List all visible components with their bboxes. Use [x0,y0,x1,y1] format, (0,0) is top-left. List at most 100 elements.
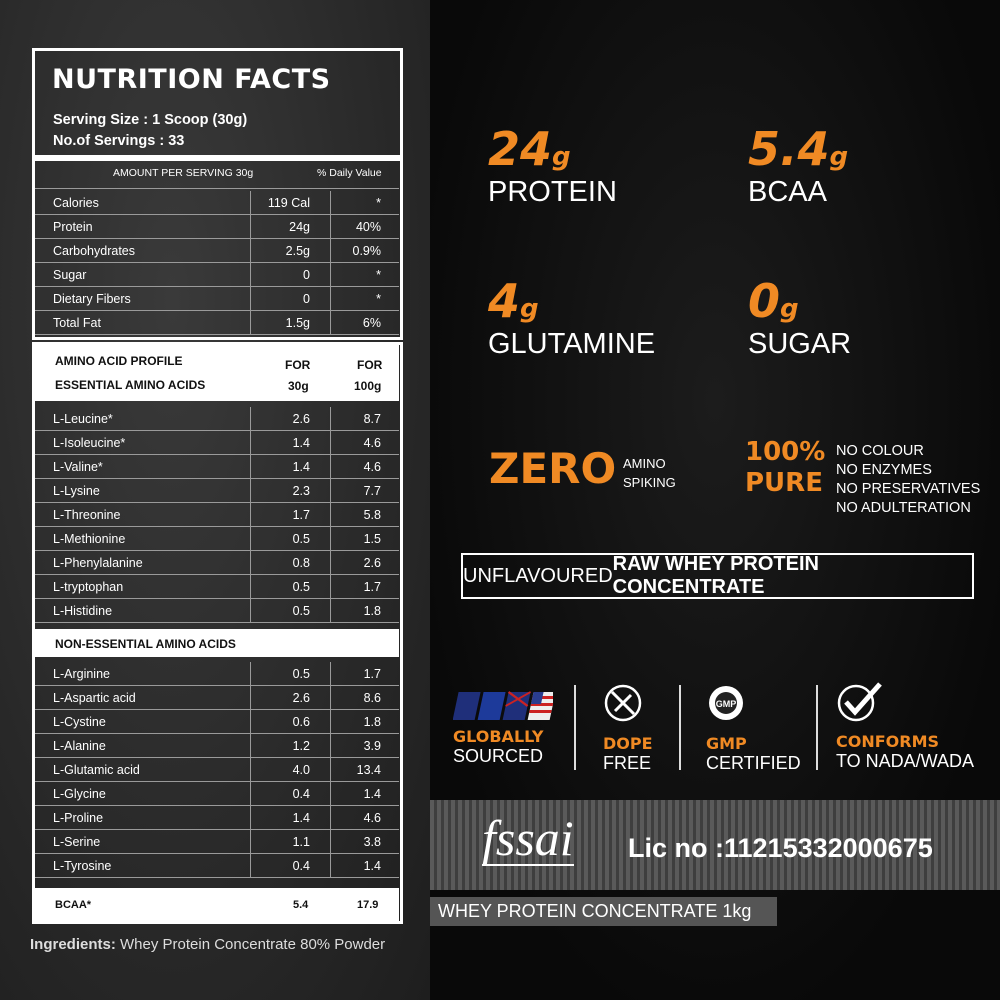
badge-gmp: GMP GMP CERTIFIED [706,683,801,774]
cell-b: 3.9 [330,734,399,757]
cell-name: Calories [53,195,99,210]
amino-row: L-Glycine 0.4 1.4 [35,782,399,806]
badge-subtitle: TO NADA/WADA [836,751,975,771]
cell-b: 1.4 [330,782,399,805]
cell-b: 4.6 [330,806,399,829]
check-circle-icon [837,682,882,722]
bcaa-30g: 5.4 [293,899,309,911]
amino-row: L-Arginine 0.5 1.7 [35,662,399,686]
amino-row: L-Valine* 1.4 4.6 [35,455,399,479]
pure-item: NO ADULTERATION [836,500,971,516]
pure-item: NO ENZYMES [836,462,932,478]
nutrition-header-box [32,48,403,158]
badge-globally-sourced: GLOBALLY SOURCED [452,690,556,767]
nutrition-row: Carbohydrates 2.5g 0.9% [35,239,399,263]
badge-subtitle: SOURCED [453,746,544,766]
amino-row: L-Glutamic acid 4.0 13.4 [35,758,399,782]
amino-row: L-Phenylalanine 0.8 2.6 [35,551,399,575]
nutrition-table [32,158,403,340]
divider [35,188,399,189]
cell-a: 0.5 [250,527,330,550]
bcaa-name: BCAA* [55,899,92,911]
cell-dv: 6% [330,311,399,334]
highlight-unit: g [829,142,849,172]
serving-size: Serving Size : 1 Scoop (30g) [53,112,248,128]
cell-b: 1.4 [330,854,399,877]
badge-title: DOPE [603,734,653,753]
badge-conforms: CONFORMS TO NADA/WADA [836,681,974,772]
highlight-protein: 24g PROTEIN [488,122,617,209]
cell-a: 0.5 [250,662,330,685]
highlight-value: 5.4 [748,122,830,176]
col2-unit: 100g [354,379,382,393]
cell-b: 1.7 [330,662,399,685]
product-banner: UNFLAVOURED RAW WHEY PROTEIN CONCENTRATE [461,553,974,599]
cell-a: 0.8 [250,551,330,574]
highlight-value: 24 [488,122,553,176]
cell-b: 1.5 [330,527,399,550]
pure-list: NO COLOUR NO ENZYMES NO PRESERVATIVES NO… [836,442,980,518]
nutrition-row: Sugar 0 * [35,263,399,287]
highlight-unit: g [780,294,799,324]
banner-bold: RAW WHEY PROTEIN CONCENTRATE [612,553,819,598]
cell-a: 0.4 [250,854,330,877]
highlight-unit: g [520,294,539,324]
cell-b: 2.6 [330,551,399,574]
cell-name: Total Fat [53,315,101,330]
spiking-line1: AMINO [623,456,666,471]
cell-name: L-Serine [53,834,101,849]
amino-row: L-Methionine 0.5 1.5 [35,527,399,551]
license-number: Lic no :11215332000675 [628,833,933,863]
cell-amount: 1.5g [250,311,330,334]
bcaa-row: BCAA* 5.4 17.9 [35,888,399,921]
divider [816,685,818,770]
cell-name: L-Cystine [53,714,106,729]
gmp-seal-icon: GMP [709,686,743,720]
amino-row: L-Leucine* 2.6 8.7 [35,407,399,431]
col2-label: FOR [357,358,383,372]
amino-row: L-Proline 1.4 4.6 [35,806,399,830]
ingredients-value: Whey Protein Concentrate 80% Powder [115,936,386,953]
cell-a: 1.4 [250,455,330,478]
cell-amount: 119 Cal [250,191,330,214]
highlight-label: SUGAR [748,328,852,360]
badge-title: GMP [706,734,747,753]
amino-row: L-Threonine 1.7 5.8 [35,503,399,527]
cell-a: 1.4 [250,806,330,829]
amino-row: L-Isoleucine* 1.4 4.6 [35,431,399,455]
flags-icon [452,691,556,720]
highlight-value: 0 [748,274,781,328]
cell-a: 2.3 [250,479,330,502]
badge-dope-free: DOPE FREE [603,683,653,774]
nutrition-row: Protein 24g 40% [35,215,399,239]
badge-subtitle: CERTIFIED [706,753,801,773]
cell-b: 7.7 [330,479,399,502]
cell-a: 0.4 [250,782,330,805]
cell-name: L-Phenylalanine [53,555,143,570]
col1-label: FOR [285,358,311,372]
nutrition-row: Calories 119 Cal * [35,191,399,215]
pure-item: NO COLOUR [836,443,924,459]
cell-amount: 0 [250,263,330,286]
pure-line1: 100% [745,437,826,467]
cell-name: L-Isoleucine* [53,435,126,450]
amino-row: L-Histidine 0.5 1.8 [35,599,399,623]
cell-name: L-Valine* [53,459,103,474]
highlight-bcaa: 5.4g BCAA [748,122,848,209]
cell-a: 1.1 [250,830,330,853]
cell-a: 0.6 [250,710,330,733]
divider [679,685,681,770]
cell-name: L-Glutamic acid [53,762,140,777]
cell-name: Protein [53,219,93,234]
cell-dv: * [330,191,399,214]
ingredients: Ingredients: Whey Protein Concentrate 80… [30,936,385,953]
ingredients-label: Ingredients: [30,936,116,953]
cell-amount: 0 [250,287,330,310]
cell-name: L-Methionine [53,531,126,546]
badge-subtitle: FREE [603,753,652,773]
nonessential-title: NON-ESSENTIAL AMINO ACIDS [55,637,236,651]
cell-b: 8.7 [330,407,399,430]
nutrition-panel [0,0,430,1000]
pure-line2: PURE [745,468,823,498]
cell-name: L-Proline [53,810,104,825]
